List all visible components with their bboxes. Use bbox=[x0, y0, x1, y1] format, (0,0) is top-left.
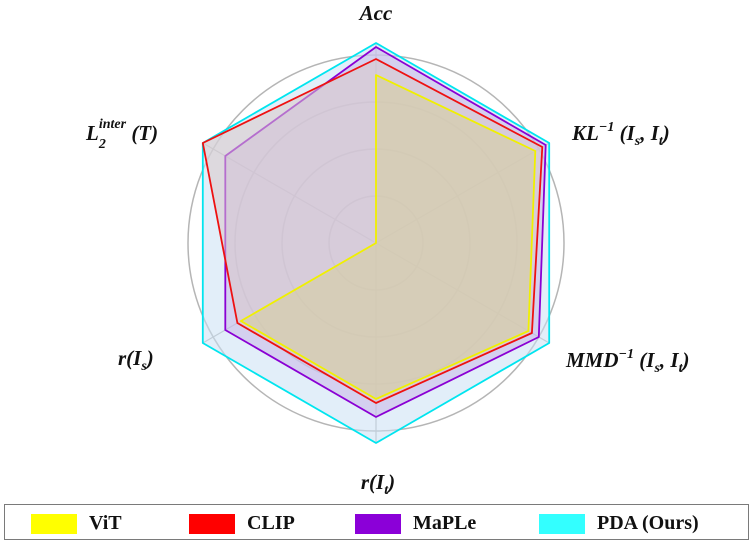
legend-swatch-pda bbox=[539, 513, 585, 534]
legend-swatch-vit bbox=[31, 513, 77, 534]
legend-label-pda: PDA (Ours) bbox=[597, 512, 699, 534]
axis-label-acc: Acc bbox=[358, 1, 393, 25]
legend-label-vit: ViT bbox=[89, 512, 122, 534]
axis-label-rit: r(It) bbox=[361, 470, 395, 498]
radar-chart: Acc KL−1 (Is, It) MMD−1 (Is, It) r(It) r… bbox=[85, 1, 689, 498]
legend-item-maple: MaPLe bbox=[355, 512, 476, 535]
axis-label-ris: r(Is) bbox=[118, 346, 154, 374]
series-vit bbox=[239, 74, 537, 400]
legend: ViT CLIP MaPLe PDA (Ours) bbox=[4, 504, 749, 540]
legend-swatch-clip bbox=[189, 513, 235, 534]
radar-series bbox=[201, 42, 551, 444]
legend-swatch-maple bbox=[355, 513, 401, 534]
legend-label-maple: MaPLe bbox=[413, 512, 477, 534]
axis-label-kl: KL−1 (Is, It) bbox=[571, 120, 670, 149]
legend-label-clip: CLIP bbox=[247, 512, 295, 534]
legend-item-clip: CLIP bbox=[189, 512, 295, 535]
legend-item-pda: PDA (Ours) bbox=[539, 512, 699, 535]
legend-item-vit: ViT bbox=[31, 512, 122, 535]
axis-label-mmd: MMD−1 (Is, It) bbox=[565, 347, 689, 376]
axis-label-l2: L2inter (T) bbox=[85, 117, 158, 152]
